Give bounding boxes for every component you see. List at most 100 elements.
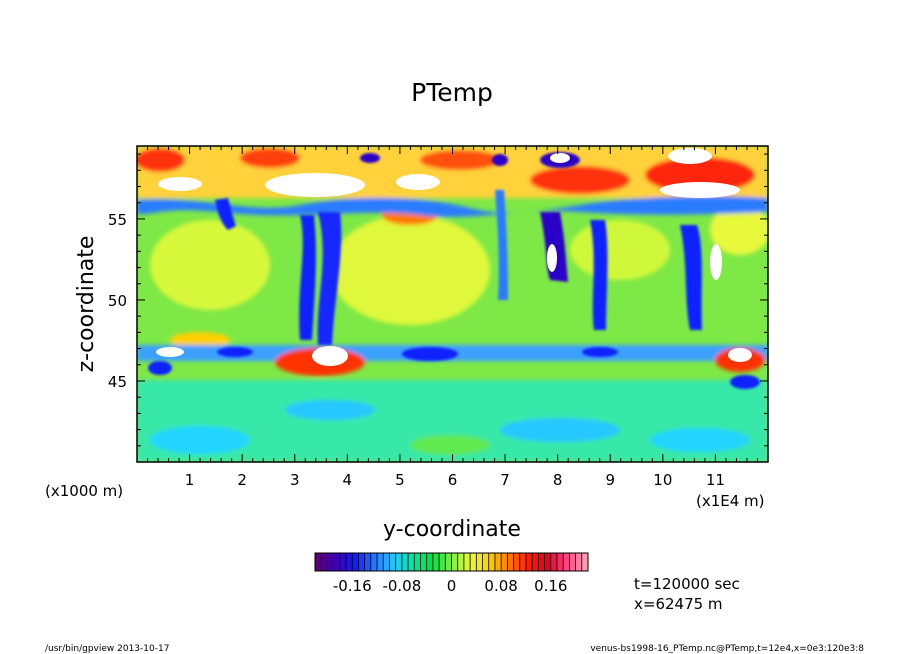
colorbar-swatch <box>352 553 359 571</box>
colorbar-swatch <box>339 553 347 571</box>
colorbar-swatch <box>482 553 490 571</box>
colorbar-swatch <box>563 553 570 571</box>
y-axis-label: z-coordinate <box>74 236 99 373</box>
colorbar-swatch <box>457 553 465 571</box>
colorbar-swatch <box>463 553 471 571</box>
field-blue-blob <box>148 361 172 375</box>
field-white-core <box>312 346 348 366</box>
colorbar-swatch <box>525 553 533 571</box>
colorbar-swatch <box>370 553 378 571</box>
field-blue-streak <box>299 215 316 340</box>
x-tick-label: 4 <box>343 471 353 489</box>
x-tick-label: 9 <box>605 471 615 489</box>
field-red-patch <box>137 148 185 172</box>
y-axis: 45 50 55 <box>108 153 768 463</box>
x-axis: 1 2 3 4 5 6 7 8 9 10 11 <box>136 146 769 489</box>
x-tick-label: 5 <box>395 471 405 489</box>
field-cyan-patch <box>650 428 750 452</box>
colorbar-swatch <box>556 553 564 571</box>
colorbar-swatch <box>389 553 396 571</box>
colorbar-swatch <box>315 553 322 571</box>
colorbar-swatch <box>445 553 452 571</box>
colorbar-swatch <box>575 553 583 571</box>
colorbar: -0.16 -0.08 0 0.08 0.16 <box>314 552 589 595</box>
colorbar-frame <box>314 552 589 572</box>
colorbar-swatch <box>414 553 421 571</box>
field-blue-blob <box>217 347 253 357</box>
field-cyan-patch <box>500 418 620 442</box>
field-white-core <box>660 182 740 198</box>
colorbar-swatch <box>383 553 390 571</box>
heatmap-field <box>137 146 768 462</box>
x-tick-label: 1 <box>185 471 195 489</box>
field-cyan-patch <box>150 426 250 454</box>
colorbar-swatch <box>327 553 334 571</box>
colorbar-swatch <box>358 553 365 571</box>
colorbar-swatch <box>494 553 502 571</box>
time-annotation: t=120000 sec <box>634 575 740 593</box>
x-tick-label: 2 <box>237 471 247 489</box>
field-blue-streak <box>317 212 342 345</box>
field-white-core <box>668 148 712 164</box>
field-white-core <box>728 348 752 362</box>
colorbar-tick-label: -0.16 <box>333 577 372 595</box>
colorbar-swatch <box>333 553 341 571</box>
field-white-core <box>158 177 202 191</box>
field-blue-streak <box>495 190 508 300</box>
field-blue-blob <box>730 375 760 389</box>
x-tick-label: 8 <box>553 471 563 489</box>
colorbar-swatch <box>426 553 434 571</box>
y-tick-label: 45 <box>108 373 127 391</box>
field-blue-blob <box>492 154 508 166</box>
colorbar-swatch <box>519 553 527 571</box>
x-axis-label: y-coordinate <box>383 517 521 542</box>
colorbar-swatch <box>501 553 508 571</box>
colorbar-tick-label: -0.08 <box>382 577 421 595</box>
colorbar-swatch <box>439 553 446 571</box>
field-blue-streak <box>215 198 236 230</box>
footer-left: /usr/bin/gpview 2013-10-17 <box>45 644 169 654</box>
field-orange-patch <box>170 332 230 348</box>
colorbar-swatch <box>408 553 415 571</box>
colorbar-swatch <box>364 553 372 571</box>
field-red-patch <box>530 166 630 194</box>
colorbar-swatch <box>581 553 589 571</box>
field-white-core <box>710 244 722 280</box>
x-tick-label: 6 <box>448 471 458 489</box>
x-unit-note: (x1E4 m) <box>696 492 765 510</box>
field-blue-band <box>137 195 768 217</box>
y-tick-label: 55 <box>108 211 127 229</box>
field-green-patch <box>410 435 490 455</box>
field-blue-streak <box>590 220 608 330</box>
colorbar-tick-label: 0.16 <box>534 577 567 595</box>
colorbar-swatch <box>532 553 539 571</box>
field-yellow-patch <box>570 220 670 280</box>
colorbar-swatch <box>377 553 384 571</box>
field-red-patch <box>645 157 755 193</box>
colorbar-swatch <box>513 553 521 571</box>
footer-right: venus-bs1998-16_PTemp.nc@PTemp,t=12e4,x=… <box>590 644 864 654</box>
colorbar-swatch <box>507 553 514 571</box>
field-cyan-patch <box>285 400 375 420</box>
colorbar-swatch <box>432 553 440 571</box>
x-tick-label: 10 <box>653 471 672 489</box>
colorbar-swatch <box>550 553 558 571</box>
colorbar-swatch <box>401 553 409 571</box>
field-blue-streak <box>680 225 702 330</box>
field-blue-blob <box>360 153 380 163</box>
field-yellow-patch <box>710 205 768 255</box>
field-red-patch <box>420 150 500 170</box>
colorbar-swatch <box>488 553 496 571</box>
field-white-core <box>396 174 440 190</box>
field-white-core <box>156 347 184 357</box>
x-tick-label: 11 <box>706 471 725 489</box>
x-position-annotation: x=62475 m <box>634 595 723 613</box>
colorbar-swatch <box>346 553 353 571</box>
y-tick-label: 50 <box>108 292 127 310</box>
field-yellow-patch <box>150 220 270 310</box>
field-white-core <box>265 173 365 197</box>
field-white-core <box>550 153 570 163</box>
colorbar-tick-label: 0.08 <box>484 577 517 595</box>
x-tick-label: 7 <box>500 471 510 489</box>
